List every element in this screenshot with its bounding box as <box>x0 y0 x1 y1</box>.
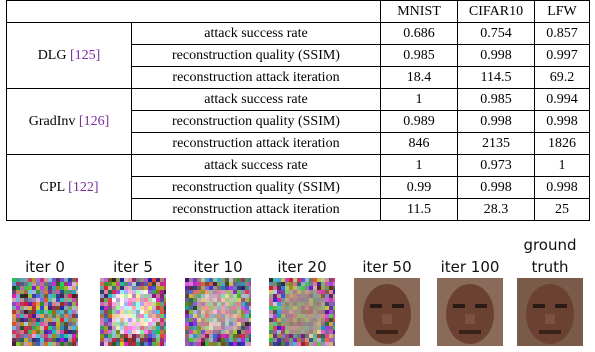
value-cell: 0.686 <box>381 23 458 45</box>
value-cell: 0.997 <box>535 45 590 67</box>
strip-item: iter 5 <box>93 230 173 352</box>
value-cell: 28.3 <box>458 199 535 221</box>
strip-item: iter 0 <box>5 230 85 352</box>
value-cell: 0.99 <box>381 177 458 199</box>
reconstruction-image <box>354 278 420 346</box>
method-name: GradInv <box>29 114 76 129</box>
value-cell: 0.998 <box>535 111 590 133</box>
iteration-label: iter 50 <box>347 256 427 278</box>
metric-name: reconstruction attack iteration <box>132 67 381 89</box>
reconstruction-image <box>269 278 335 346</box>
metric-name: reconstruction attack iteration <box>132 199 381 221</box>
value-cell: 1826 <box>535 133 590 155</box>
value-cell: 11.5 <box>381 199 458 221</box>
value-cell: 1 <box>535 155 590 177</box>
metric-name: reconstruction quality (SSIM) <box>132 177 381 199</box>
column-header: MNIST <box>381 1 458 23</box>
value-cell: 114.5 <box>458 67 535 89</box>
value-cell: 0.985 <box>458 89 535 111</box>
value-cell: 69.2 <box>535 67 590 89</box>
value-cell: 0.998 <box>458 177 535 199</box>
value-cell: 1 <box>381 155 458 177</box>
page: {"table": {"header": ["MNIST", "CIFAR10"… <box>0 0 595 352</box>
metric-name: attack success rate <box>132 23 381 45</box>
iteration-label: iter 20 <box>262 256 342 278</box>
citation: [122] <box>68 180 98 195</box>
value-cell: 1 <box>381 89 458 111</box>
value-cell: 0.998 <box>458 111 535 133</box>
citation: [125] <box>70 48 100 63</box>
value-cell: 0.994 <box>535 89 590 111</box>
header-blank <box>7 1 381 23</box>
method-cell: CPL [122] <box>7 155 132 221</box>
value-cell: 0.985 <box>381 45 458 67</box>
iteration-label: iter 0 <box>5 256 85 278</box>
strip-item: iter 20 <box>262 230 342 352</box>
value-cell: 0.998 <box>535 177 590 199</box>
reconstruction-image <box>185 278 251 346</box>
strip-item: ground truth <box>510 230 590 352</box>
iteration-label: iter 5 <box>93 256 173 278</box>
iteration-label: iter 100 <box>430 256 510 278</box>
strip-item: iter 10 <box>178 230 258 352</box>
strip-item: iter 100 <box>430 230 510 352</box>
value-cell: 0.857 <box>535 23 590 45</box>
value-cell: 0.998 <box>458 45 535 67</box>
reconstruction-image <box>437 278 503 346</box>
value-cell: 2135 <box>458 133 535 155</box>
metric-name: reconstruction quality (SSIM) <box>132 111 381 133</box>
reconstruction-image <box>100 278 166 346</box>
method-cell: DLG [125] <box>7 23 132 89</box>
value-cell: 846 <box>381 133 458 155</box>
column-header: CIFAR10 <box>458 1 535 23</box>
metric-name: attack success rate <box>132 89 381 111</box>
metric-name: reconstruction attack iteration <box>132 133 381 155</box>
value-cell: 18.4 <box>381 67 458 89</box>
method-name: DLG <box>38 48 67 63</box>
metric-name: attack success rate <box>132 155 381 177</box>
value-cell: 25 <box>535 199 590 221</box>
value-cell: 0.989 <box>381 111 458 133</box>
method-name: CPL <box>40 180 65 195</box>
iteration-label: iter 10 <box>178 256 258 278</box>
reconstruction-image <box>12 278 78 346</box>
metric-name: reconstruction quality (SSIM) <box>132 45 381 67</box>
citation: [126] <box>79 114 109 129</box>
reconstruction-image <box>517 278 583 346</box>
iteration-label: ground truth <box>510 234 590 278</box>
column-header: LFW <box>535 1 590 23</box>
method-cell: GradInv [126] <box>7 89 132 155</box>
value-cell: 0.754 <box>458 23 535 45</box>
value-cell: 0.973 <box>458 155 535 177</box>
strip-item: iter 50 <box>347 230 427 352</box>
